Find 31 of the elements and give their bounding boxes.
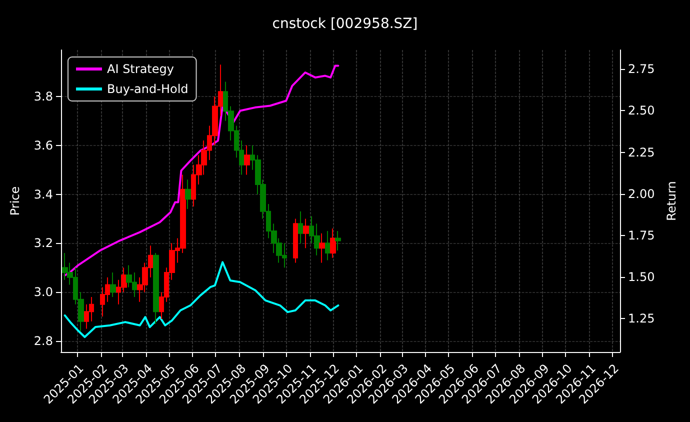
legend-label: Buy-and-Hold	[107, 82, 188, 96]
y2-tick-label: 1.75	[628, 228, 655, 243]
candlestick	[244, 144, 250, 176]
candlestick	[325, 230, 330, 261]
candlestick	[185, 179, 191, 210]
y2-tick-label: 1.50	[628, 270, 655, 284]
y-tick-label: 3.4	[34, 187, 53, 202]
y-tick-label: 3.2	[34, 236, 53, 250]
candlestick	[319, 232, 325, 264]
y2-tick-label: 2.50	[628, 104, 655, 118]
chart-title: cnstock [002958.SZ]	[272, 16, 418, 32]
candlestick	[330, 228, 336, 258]
legend-label: AI Strategy	[107, 62, 174, 76]
candlestick	[298, 210, 303, 244]
y2-tick-label: 2.25	[628, 145, 655, 160]
candlestick	[293, 218, 298, 264]
y-tick-label: 2.8	[34, 334, 53, 348]
y2-axis-title: Return	[664, 181, 679, 221]
y-tick-label: 3.6	[34, 138, 53, 152]
candlestick	[335, 230, 341, 252]
y-axis-title: Price	[8, 186, 22, 216]
y-tick-label: 3.8	[34, 89, 53, 104]
line-series	[64, 261, 340, 338]
line-series	[64, 64, 340, 276]
y2-tick-label: 2.75	[628, 62, 655, 76]
candlestick	[153, 252, 159, 324]
candlestick	[110, 272, 116, 298]
y-tick-label: 3.0	[34, 285, 53, 300]
y2-tick-label: 2.00	[628, 186, 655, 201]
y2-tick-label: 1.25	[628, 312, 655, 326]
candlestick	[303, 218, 309, 249]
